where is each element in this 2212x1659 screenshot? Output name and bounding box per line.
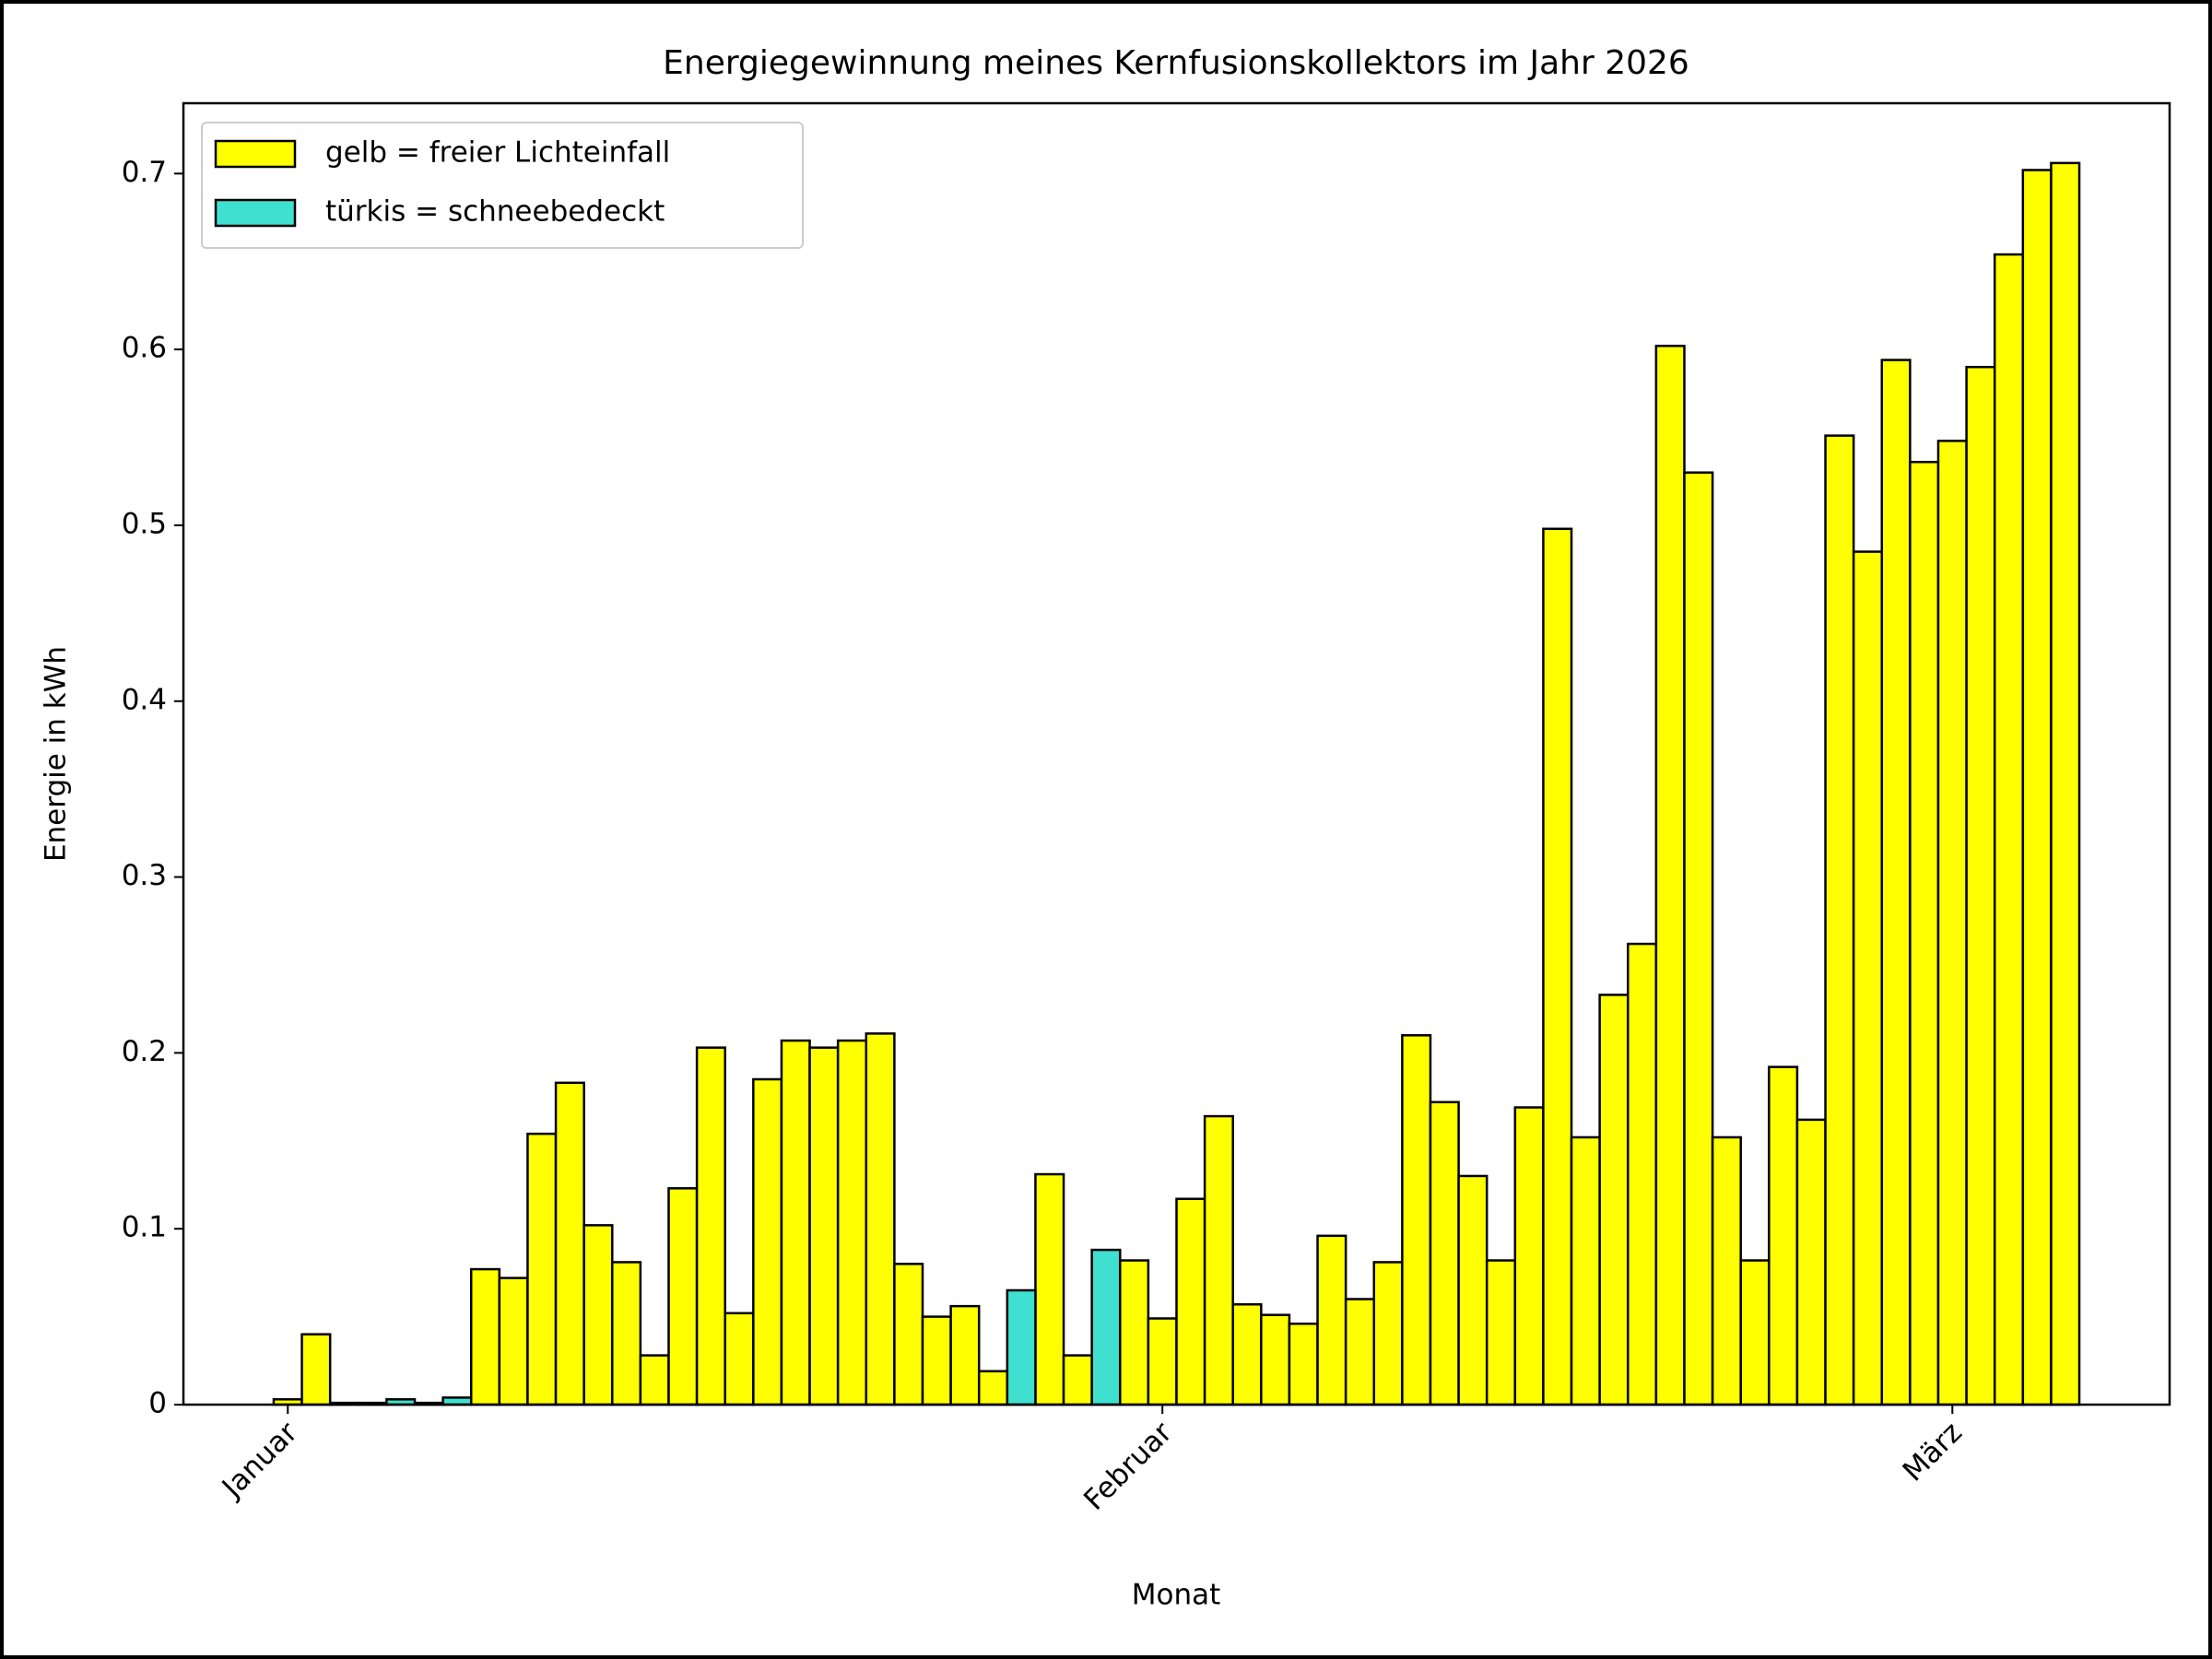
legend-swatch (214, 139, 297, 169)
y-tick-label: 0.4 (122, 683, 167, 716)
bar (1936, 440, 1968, 1406)
bar (1542, 527, 1573, 1406)
bar (752, 1077, 783, 1406)
bar (1852, 550, 1884, 1406)
bar (949, 1304, 981, 1406)
bar (1598, 994, 1630, 1406)
bar (300, 1333, 332, 1406)
bar (1627, 942, 1658, 1406)
bar (1824, 434, 1855, 1406)
y-tick-label: 0.6 (122, 332, 167, 365)
bar (1993, 253, 2025, 1406)
bar (2021, 169, 2053, 1406)
bar (1739, 1259, 1771, 1406)
bar (695, 1046, 726, 1406)
bar (1909, 461, 1940, 1406)
bar (639, 1354, 670, 1406)
bar (1880, 359, 1912, 1406)
bar (1260, 1313, 1291, 1406)
bar (1711, 1135, 1742, 1406)
legend-label: türkis = schneebedeckt (325, 195, 665, 229)
y-tick-label: 0 (148, 1387, 167, 1420)
bar (893, 1263, 924, 1406)
bar (1034, 1172, 1065, 1406)
x-axis-label: Monat (1132, 1579, 1221, 1612)
legend-label: gelb = freier Lichteinfall (325, 136, 670, 170)
bar (1231, 1302, 1263, 1406)
bar (1683, 471, 1714, 1406)
bar (1316, 1234, 1347, 1406)
bar (780, 1039, 811, 1406)
legend-box (201, 122, 804, 249)
bar (1372, 1261, 1404, 1406)
bar (977, 1370, 1009, 1406)
plot-frame (182, 101, 2171, 1406)
bar (1513, 1106, 1545, 1406)
bar (1090, 1248, 1122, 1406)
bar (1570, 1135, 1601, 1406)
chart-title: Energiegewinnung meines Kernfusionskolle… (663, 44, 1689, 82)
bar (836, 1039, 868, 1406)
y-tick-label: 0.3 (122, 859, 167, 892)
legend-swatch (214, 198, 297, 228)
bar (1175, 1197, 1206, 1406)
bar (921, 1315, 952, 1406)
bar (1795, 1118, 1827, 1406)
bar (808, 1046, 840, 1406)
bar (1457, 1174, 1488, 1406)
y-tick-label: 0.5 (122, 507, 167, 540)
bar (1654, 345, 1686, 1406)
bar (554, 1081, 585, 1406)
bar (1119, 1259, 1150, 1406)
y-axis-label: Energie in kWh (40, 646, 73, 862)
bar (526, 1132, 558, 1406)
bar (1401, 1034, 1432, 1406)
bar (1344, 1298, 1376, 1406)
bar (1147, 1317, 1178, 1406)
bar (498, 1277, 529, 1406)
bar (667, 1187, 699, 1406)
bar (1768, 1065, 1799, 1406)
bar (1203, 1114, 1234, 1406)
bar (611, 1261, 642, 1406)
bar (1006, 1288, 1037, 1406)
bar (469, 1267, 501, 1406)
y-tick-label: 0.1 (122, 1211, 167, 1244)
bar (865, 1032, 896, 1406)
y-tick-label: 0.7 (122, 156, 167, 189)
bar (1062, 1354, 1093, 1406)
bar (1429, 1100, 1460, 1406)
bar (582, 1224, 614, 1406)
bar (1965, 365, 1996, 1406)
bar (1288, 1322, 1319, 1406)
bar (2050, 161, 2081, 1406)
y-tick-label: 0.2 (122, 1035, 167, 1068)
bar (1485, 1259, 1517, 1406)
bar (724, 1312, 755, 1406)
